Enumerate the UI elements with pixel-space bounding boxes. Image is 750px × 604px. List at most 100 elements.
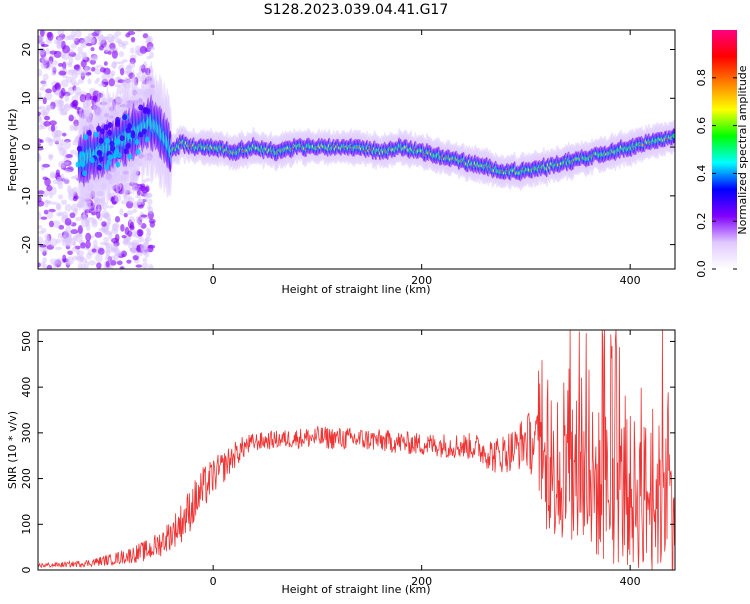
spectrogram-blob-cell [96,164,102,171]
spectrogram-noise-cell [73,64,80,70]
spectrogram-noise-cell [38,47,45,56]
figure-title: S128.2023.039.04.41.G17 [264,2,449,18]
spectrogram-noise-cell [89,96,95,101]
spectrogram-noise-cell [49,120,57,126]
spectrogram-noise-cell [62,254,67,263]
spectrogram-noise-cell [145,227,151,233]
spectrogram-noise-cell [38,211,42,221]
snr-series-line [37,329,675,571]
spectrogram-noise-cell [63,140,71,150]
spectrogram-noise-cell [132,255,139,261]
spectrogram-noise-cell [56,176,64,180]
spectrogram-blob-cell [75,161,81,168]
spectrogram-y-tick-label: 10 [20,91,33,105]
spectrogram-noise-cell [58,194,63,200]
snr-y-tick-label: 0 [20,567,33,574]
spectrogram-noise-cell [49,258,58,265]
spectrogram-noise-cell [96,77,101,82]
spectrogram-noise-cell [144,239,149,248]
spectrogram-blob-cell [127,153,133,160]
spectrogram-noise-cell [77,262,83,269]
spectrogram-noise-cell [50,201,58,205]
spectrogram-noise-cell [52,85,57,93]
spectrogram-noise-cell [119,67,125,76]
spectrogram-noise-cell [103,61,108,66]
snr-panel: 0 200 400 0 100 200 300 400 500 Height of strai… [6,329,676,596]
spectrogram-blob-cell [80,161,86,168]
spectrogram-blob-cell [107,154,113,161]
snr-y-tick-label: 300 [20,422,33,443]
spectrogram-noise-cell [38,106,43,111]
spectrogram-noise-cell [51,65,57,71]
spectrogram-noise-cell [38,142,42,147]
spectrogram-blob-cell [134,139,140,146]
spectrogram-noise-cell [38,111,41,117]
spectrogram-noise-cell [136,244,141,253]
spectrogram-noise-cell [77,46,84,53]
spectrogram-noise-cell [72,197,78,202]
spectrogram-noise-cell [94,253,103,263]
spectrogram-noise-cell [119,266,125,269]
spectrogram-noise-cell [44,177,51,187]
spectrogram-noise-cell [111,49,118,59]
spectrogram-noise-cell [40,261,46,268]
spectrogram-noise-cell [114,194,122,203]
spectrogram-noise-cell [60,87,66,97]
spectrogram-noise-cell [98,227,106,232]
spectrogram-blob-cell [115,116,121,123]
spectrogram-blob-cell [114,148,120,155]
spectrogram-noise-cell [127,196,135,204]
spectrogram-noise-cell [71,203,79,213]
spectrogram-blob-cell [93,131,99,138]
spectrogram-noise-cell [64,168,72,173]
spectrogram-noise-cell [67,250,73,256]
spectrogram-noise-cell [40,216,48,220]
spectrogram-blob-cell [141,128,147,135]
spectrogram-noise-cell [108,72,114,79]
spectrogram-noise-cell [57,160,66,169]
spectrogram-noise-cell [72,241,77,247]
spectrogram-noise-cell [126,210,134,216]
spectrogram-noise-cell [66,185,72,194]
spectrogram-noise-cell [101,221,107,227]
spectrogram-noise-cell [88,37,95,42]
colorbar-label: Normalized spectral amplitude [736,65,749,234]
spectrogram-noise-cell [59,110,68,116]
spectrogram-noise-cell [103,213,110,219]
spectrogram-blob-cell [138,131,144,138]
spectrogram-x-tick-label: 400 [620,274,641,287]
spectrogram-noise-cell [55,169,60,177]
spectrogram-noise-cell [114,83,122,88]
spectrogram-noise-cell [77,78,85,84]
spectrogram-blob-cell [106,159,112,166]
spectrogram-blob-cell [123,148,129,155]
spectrogram-noise-cell [73,86,82,95]
spectrogram-noise-cell [148,264,154,269]
spectrogram-noise-cell [46,264,53,269]
spectrogram-noise-cell [38,147,44,151]
colorbar-tick-label: 0.6 [695,117,708,135]
spectrogram-noise-cell [50,124,56,132]
spectrogram-noise-cell [111,227,119,235]
spectrogram-noise-cell [63,35,72,41]
spectrogram-noise-cell [139,46,148,54]
spectrogram-noise-cell [75,234,83,243]
snr-x-label: Height of straight line (km) [281,583,430,596]
spectrogram-noise-cell [91,218,97,225]
spectrogram-noise-cell [62,61,67,70]
colorbar-ticks: 0.0 0.2 0.4 0.6 0.8 [695,69,737,278]
snr-x-tick-label: 400 [620,575,641,588]
spectrogram-noise-cell [39,244,47,248]
spectrogram-noise-cell [141,262,149,269]
spectrogram-noise-cell [69,212,76,219]
spectrogram-noise-cell [119,208,124,216]
spectrogram-blob-cell [98,137,104,144]
spectrogram-noise-cell [45,237,51,246]
spectrogram-noise-cell [77,225,83,234]
spectrogram-noise-cell [135,195,142,199]
spectrogram-noise-cell [52,220,61,228]
spectrogram-noise-cell [65,76,74,83]
snr-y-label: SNR (10 * v/v) [6,411,19,489]
snr-y-tick-label: 100 [20,514,33,535]
spectrogram-noise-cell [140,214,148,218]
